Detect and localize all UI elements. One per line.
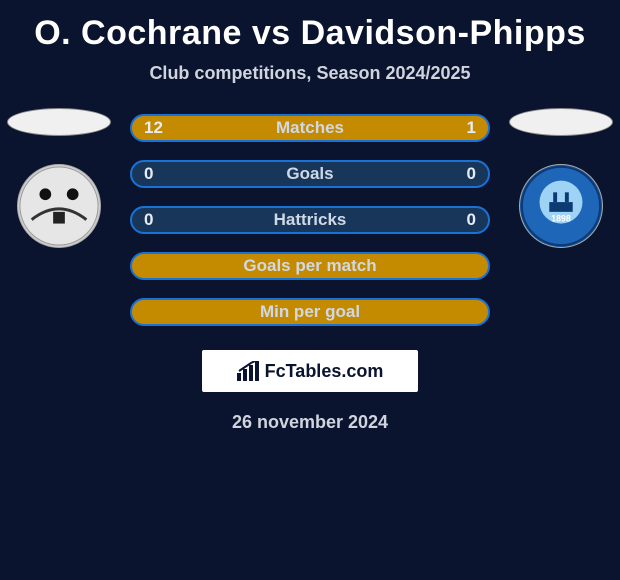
stat-left-value: 12 — [144, 116, 163, 140]
brand-text: FcTables.com — [265, 361, 384, 382]
subtitle: Club competitions, Season 2024/2025 — [0, 63, 620, 84]
club-crest-left — [17, 164, 101, 248]
stat-label: Goals per match — [243, 256, 376, 276]
stats-bars: 12 Matches 1 0 Goals 0 0 Hattricks 0 Goa… — [130, 114, 490, 326]
comparison-body: 12 Matches 1 0 Goals 0 0 Hattricks 0 Goa… — [0, 114, 620, 326]
player-right-photo-placeholder — [509, 108, 613, 136]
stat-label: Min per goal — [260, 302, 360, 322]
player-left-column — [4, 108, 114, 248]
stat-right-value: 1 — [467, 116, 476, 140]
stat-label: Matches — [276, 118, 344, 138]
stat-label: Hattricks — [274, 210, 347, 230]
chart-icon — [237, 361, 261, 381]
crest-left-icon — [18, 164, 100, 248]
stat-row-min-per-goal: Min per goal — [130, 298, 490, 326]
brand-badge[interactable]: FcTables.com — [202, 350, 418, 392]
stat-label: Goals — [286, 164, 333, 184]
stat-right-value: 0 — [467, 208, 476, 232]
page-title: O. Cochrane vs Davidson-Phipps — [0, 14, 620, 53]
player-left-photo-placeholder — [7, 108, 111, 136]
snapshot-date: 26 november 2024 — [0, 412, 620, 433]
svg-text:1898: 1898 — [551, 214, 571, 224]
comparison-widget: O. Cochrane vs Davidson-Phipps Club comp… — [0, 0, 620, 433]
stat-left-value: 0 — [144, 162, 153, 186]
stat-row-hattricks: 0 Hattricks 0 — [130, 206, 490, 234]
stat-row-goals: 0 Goals 0 — [130, 160, 490, 188]
stat-right-value: 0 — [467, 162, 476, 186]
stat-row-goals-per-match: Goals per match — [130, 252, 490, 280]
stat-left-value: 0 — [144, 208, 153, 232]
club-crest-right: 1898 — [519, 164, 603, 248]
crest-right-icon: 1898 — [520, 164, 602, 248]
player-right-column: 1898 — [506, 108, 616, 248]
stat-row-matches: 12 Matches 1 — [130, 114, 490, 142]
